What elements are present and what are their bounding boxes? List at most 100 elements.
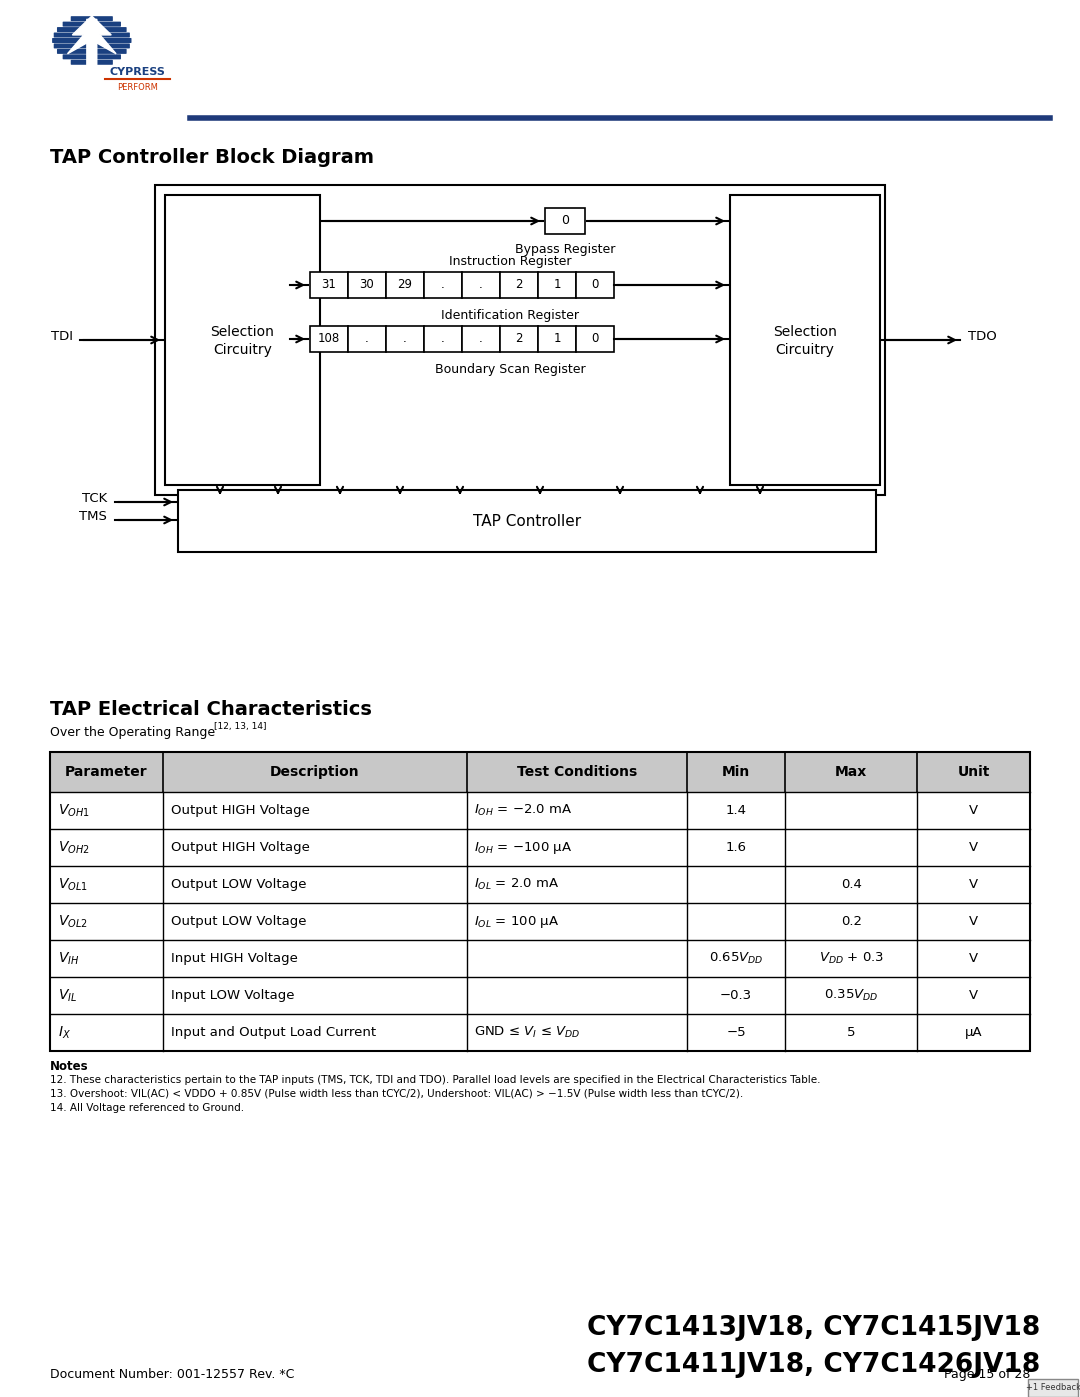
Text: Circuitry: Circuitry	[775, 344, 835, 358]
Bar	[545, 208, 585, 235]
Polygon shape	[67, 15, 117, 53]
FancyBboxPatch shape	[63, 21, 121, 27]
FancyBboxPatch shape	[86, 18, 97, 67]
Text: $V_{IH}$: $V_{IH}$	[58, 950, 80, 967]
Text: Parameter: Parameter	[65, 766, 148, 780]
Text: Page 15 of 28: Page 15 of 28	[944, 1368, 1030, 1382]
Text: .: .	[480, 332, 483, 345]
Bar	[50, 752, 1030, 1051]
Bar	[178, 490, 876, 552]
Text: TAP Controller: TAP Controller	[473, 514, 581, 528]
Text: $I_X$: $I_X$	[58, 1024, 71, 1041]
Text: $V_{OL2}$: $V_{OL2}$	[58, 914, 87, 929]
Text: $I_{OL}$ = 2.0 mA: $I_{OL}$ = 2.0 mA	[474, 877, 559, 893]
Text: .: .	[441, 278, 445, 292]
Text: Circuitry: Circuitry	[213, 344, 272, 358]
Text: Min: Min	[721, 766, 751, 780]
Text: TCK: TCK	[82, 492, 107, 504]
Text: 29: 29	[397, 278, 413, 292]
Bar	[348, 272, 386, 298]
Text: 0: 0	[592, 332, 598, 345]
Text: 0: 0	[561, 215, 569, 228]
Text: 14. All Voltage referenced to Ground.: 14. All Voltage referenced to Ground.	[50, 1104, 244, 1113]
Text: Description: Description	[270, 766, 360, 780]
Bar	[310, 326, 348, 352]
Text: V: V	[969, 951, 978, 965]
Text: 30: 30	[360, 278, 375, 292]
Text: Selection: Selection	[211, 326, 274, 339]
Bar	[424, 272, 462, 298]
Text: Input LOW Voltage: Input LOW Voltage	[171, 989, 294, 1002]
Text: −0.3: −0.3	[720, 989, 752, 1002]
Text: TDI: TDI	[51, 330, 73, 342]
Text: Identification Register: Identification Register	[441, 310, 579, 323]
Bar	[576, 326, 615, 352]
Text: TDO: TDO	[968, 330, 997, 342]
Text: 2: 2	[515, 332, 523, 345]
Text: Bypass Register: Bypass Register	[515, 243, 616, 257]
Bar	[500, 326, 538, 352]
Bar	[424, 326, 462, 352]
Text: .: .	[403, 332, 407, 345]
Text: Test Conditions: Test Conditions	[516, 766, 637, 780]
Text: .: .	[480, 278, 483, 292]
Text: 108: 108	[318, 332, 340, 345]
Text: .: .	[365, 332, 369, 345]
Bar	[462, 326, 500, 352]
Text: 13. Overshoot: VIL(AC) < VDDO + 0.85V (Pulse width less than tCYC/2), Undershoot: 13. Overshoot: VIL(AC) < VDDO + 0.85V (P…	[50, 1090, 743, 1099]
Text: 1: 1	[553, 278, 561, 292]
Text: CYPRESS: CYPRESS	[109, 67, 165, 77]
Text: 31: 31	[322, 278, 337, 292]
Text: Document Number: 001-12557 Rev. *C: Document Number: 001-12557 Rev. *C	[50, 1368, 295, 1382]
Text: 1: 1	[553, 332, 561, 345]
Text: Output LOW Voltage: Output LOW Voltage	[171, 915, 307, 928]
Text: μA: μA	[964, 1025, 983, 1039]
Text: PERFORM: PERFORM	[117, 82, 158, 92]
FancyBboxPatch shape	[52, 38, 132, 43]
Bar	[310, 272, 348, 298]
Text: Output LOW Voltage: Output LOW Voltage	[171, 877, 307, 891]
Text: V: V	[969, 805, 978, 817]
Text: 1.4: 1.4	[726, 805, 746, 817]
FancyBboxPatch shape	[63, 54, 121, 59]
Bar	[156, 184, 885, 495]
Text: CY7C1411JV18, CY7C1426JV18: CY7C1411JV18, CY7C1426JV18	[586, 1352, 1040, 1377]
Text: TMS: TMS	[79, 510, 107, 522]
Bar	[730, 196, 880, 485]
Text: CY7C1413JV18, CY7C1415JV18: CY7C1413JV18, CY7C1415JV18	[586, 1315, 1040, 1341]
Text: 1.6: 1.6	[726, 841, 746, 854]
Text: 0.2: 0.2	[840, 915, 862, 928]
Text: Unit: Unit	[958, 766, 990, 780]
Text: Over the Operating Range: Over the Operating Range	[50, 726, 215, 739]
Text: TAP Controller Block Diagram: TAP Controller Block Diagram	[50, 148, 374, 168]
Text: −5: −5	[726, 1025, 746, 1039]
Text: $V_{IL}$: $V_{IL}$	[58, 988, 77, 1003]
FancyBboxPatch shape	[54, 43, 130, 49]
Text: $0.65V_{DD}$: $0.65V_{DD}$	[708, 951, 764, 967]
FancyBboxPatch shape	[57, 49, 126, 54]
Bar	[500, 272, 538, 298]
Text: Output HIGH Voltage: Output HIGH Voltage	[171, 841, 310, 854]
Text: $V_{OH1}$: $V_{OH1}$	[58, 802, 90, 819]
Text: 0.4: 0.4	[840, 877, 862, 891]
Text: 5: 5	[847, 1025, 855, 1039]
Text: Input HIGH Voltage: Input HIGH Voltage	[171, 951, 298, 965]
Bar	[348, 326, 386, 352]
Text: $V_{OH2}$: $V_{OH2}$	[58, 840, 90, 856]
Text: $I_{OH}$ = −2.0 mA: $I_{OH}$ = −2.0 mA	[474, 803, 572, 819]
Text: V: V	[969, 877, 978, 891]
Text: 0: 0	[592, 278, 598, 292]
Bar	[1028, 1379, 1078, 1397]
Bar	[576, 272, 615, 298]
Text: Notes: Notes	[50, 1060, 89, 1073]
FancyBboxPatch shape	[71, 17, 113, 21]
Text: Input and Output Load Current: Input and Output Load Current	[171, 1025, 376, 1039]
Text: $I_{OH}$ = −100 μA: $I_{OH}$ = −100 μA	[474, 840, 572, 855]
Text: TAP Electrical Characteristics: TAP Electrical Characteristics	[50, 700, 372, 719]
Bar	[462, 272, 500, 298]
Text: $V_{OL1}$: $V_{OL1}$	[58, 876, 87, 893]
Text: Instruction Register: Instruction Register	[449, 256, 571, 268]
Text: $I_{OL}$ = 100 μA: $I_{OL}$ = 100 μA	[474, 914, 559, 929]
Text: V: V	[969, 989, 978, 1002]
Text: 2: 2	[515, 278, 523, 292]
